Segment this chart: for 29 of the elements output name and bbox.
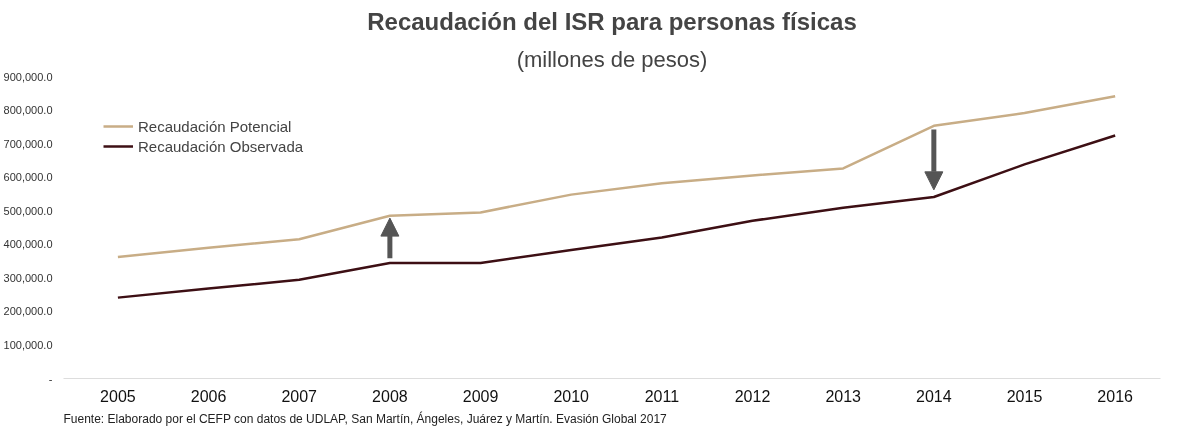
x-tick-label: 2015 (1006, 387, 1043, 405)
source-note: Fuente: Elaborado por el CEFP con datos de UDLAP, San Martín, Ángeles, Juárez y Martín. Evasión Global 2017 (63, 410, 668, 426)
x-tick-label: 2011 (644, 387, 680, 405)
line-series (116, 134, 1117, 299)
y-tick-label: 300,000.0 (3, 271, 53, 284)
y-tick-label: 800,000.0 (3, 104, 53, 117)
x-tick-label: 2007 (281, 387, 318, 405)
x-tick-label: 2009 (462, 387, 499, 405)
chart-subtitle: (millones de pesos) (516, 46, 708, 72)
legend-label: Recaudación Observada (138, 137, 304, 155)
y-tick-label: 700,000.0 (3, 137, 53, 150)
x-tick-label: 2005 (100, 387, 136, 405)
x-tick-label: 2014 (916, 387, 952, 405)
x-tick-label: 2013 (825, 387, 862, 405)
y-tick-label: 500,000.0 (3, 204, 53, 217)
x-tick-label: 2012 (734, 387, 771, 405)
chart-title: Recaudación del ISR para personas físicas (367, 7, 857, 35)
legend-label: Recaudación Potencial (138, 117, 292, 135)
y-tick-label: 200,000.0 (3, 305, 53, 318)
y-tick-label: 100,000.0 (3, 338, 53, 351)
y-tick-label: - (48, 372, 53, 385)
y-tick-label: 900,000.0 (3, 70, 53, 83)
x-tick-label: 2008 (372, 387, 408, 405)
x-tick-label: 2016 (1097, 387, 1134, 405)
y-tick-label: 600,000.0 (3, 171, 53, 184)
x-tick-label: 2010 (553, 387, 590, 405)
y-tick-label: 400,000.0 (3, 238, 53, 251)
line-series (116, 95, 1117, 259)
x-tick-label: 2006 (190, 387, 227, 405)
